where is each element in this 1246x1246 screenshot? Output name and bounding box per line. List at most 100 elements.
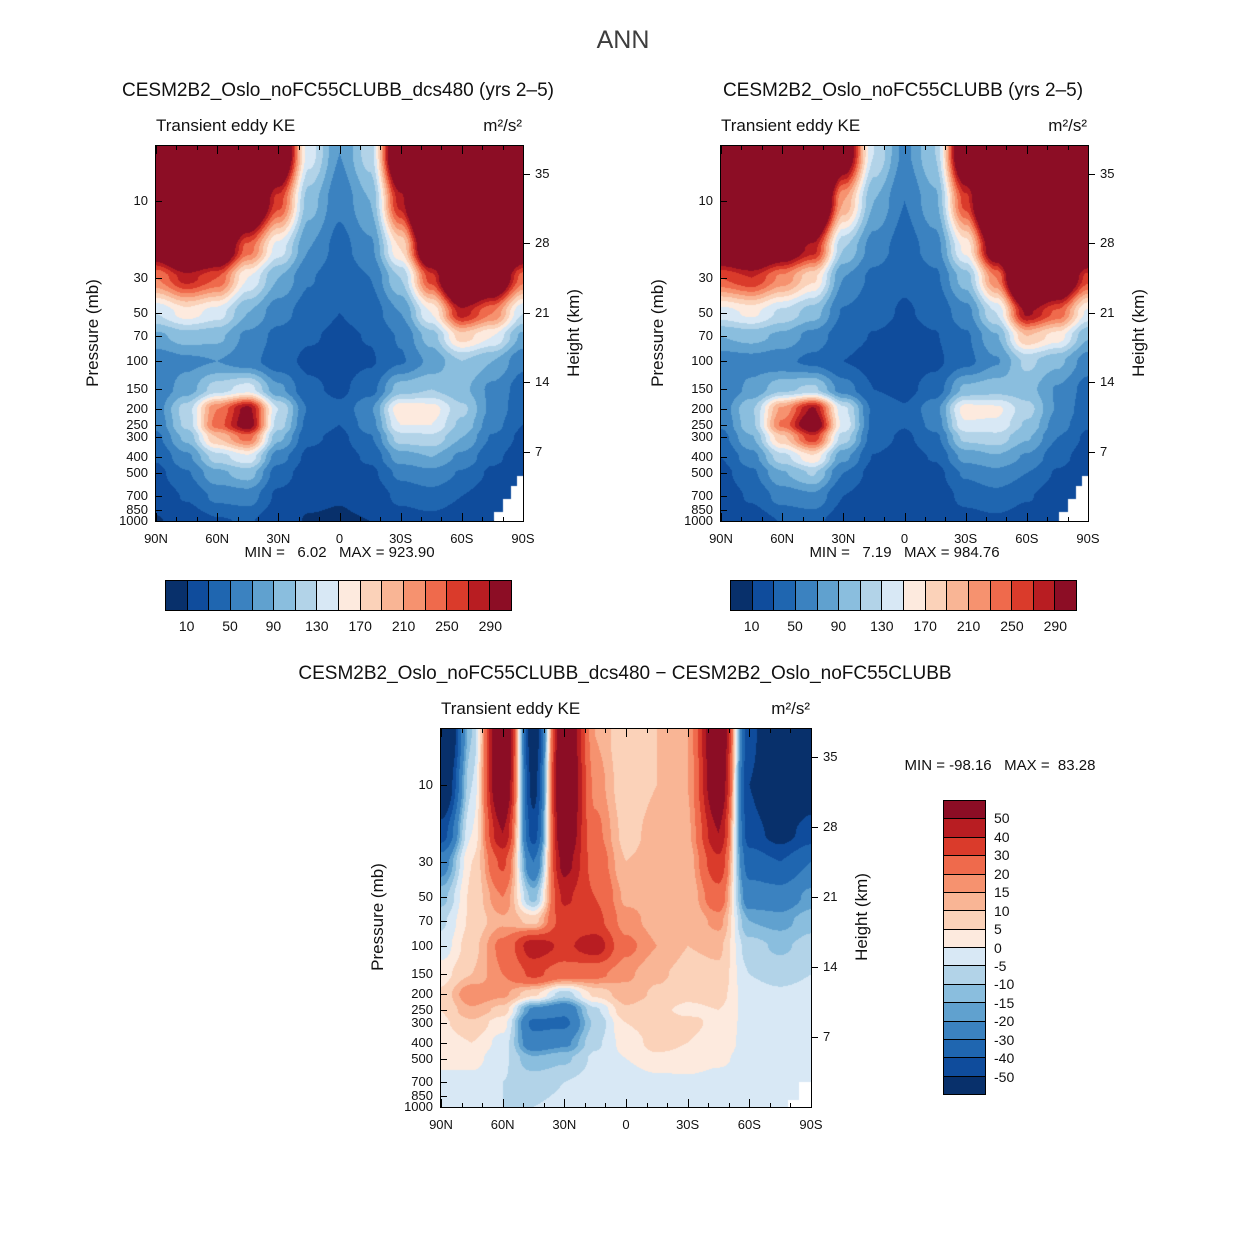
colorbar-label: 290 — [478, 618, 502, 634]
lat-tick — [237, 517, 239, 521]
pressure-tick — [156, 361, 162, 363]
minmax-stats-diff: MIN = -98.16 MAX = 83.28 — [904, 757, 1096, 774]
pressure-tick — [721, 472, 727, 474]
colorbar-cell — [731, 581, 753, 610]
panel-subtitle-row: Transient eddy KE m²/s² — [156, 116, 522, 136]
colorbar-label: 250 — [435, 618, 459, 634]
pressure-tick-label: 150 — [691, 381, 713, 397]
lat-tick — [400, 513, 402, 521]
colorbar-label: 50 — [994, 810, 1010, 827]
height-tick — [1089, 451, 1095, 453]
colorbar-cell — [252, 581, 275, 610]
lat-tick — [461, 513, 463, 521]
lat-tick — [605, 729, 607, 733]
height-tick-label: 14 — [823, 959, 838, 975]
lat-tick — [728, 1103, 730, 1107]
lat-tick-label: 30N — [552, 1117, 577, 1132]
lat-tick — [904, 513, 906, 521]
lat-tick — [1006, 146, 1008, 150]
panel-title-dcs480: CESM2B2_Oslo_noFC55CLUBB_dcs480 (yrs 2–5… — [122, 80, 554, 101]
lat-tick-label: 90S — [511, 531, 535, 546]
pressure-tick-label: 10 — [418, 776, 433, 792]
lat-tick — [884, 146, 886, 150]
pressure-tick — [441, 945, 447, 947]
colorbar-cell — [947, 581, 969, 610]
lat-tick — [257, 146, 259, 150]
colorbar-label: -20 — [994, 1013, 1015, 1030]
lat-tick — [502, 517, 504, 521]
colorbar-base — [730, 580, 1077, 611]
figure-title: ANN — [596, 26, 650, 54]
lat-tick — [822, 517, 824, 521]
lat-tick — [298, 146, 300, 150]
lat-tick — [626, 1099, 627, 1107]
pressure-tick — [721, 424, 727, 426]
height-tick — [1089, 312, 1095, 314]
colorbar-cell — [944, 984, 985, 1004]
colorbar-label: 20 — [994, 865, 1010, 882]
lat-tick — [721, 146, 722, 154]
colorbar-label: 170 — [348, 618, 372, 634]
pressure-tick — [156, 277, 162, 279]
colorbar-label: 50 — [787, 618, 803, 634]
lat-tick-label: 60S — [737, 1117, 761, 1132]
pressure-tick-label: 400 — [691, 449, 713, 465]
colorbar-cell — [944, 911, 985, 930]
colorbar-cell — [339, 581, 361, 610]
colorbar-cell — [166, 581, 188, 610]
pressure-tick — [441, 897, 447, 899]
lat-tick-label: 30N — [266, 531, 291, 546]
pressure-tick — [156, 472, 162, 474]
height-tick-label: 35 — [1100, 166, 1115, 181]
height-tick — [524, 312, 530, 314]
lat-tick-label: 90N — [144, 531, 168, 546]
lat-tick — [1067, 517, 1069, 521]
colorbar-cell — [230, 581, 253, 610]
lat-tick — [1047, 517, 1049, 521]
pressure-tick — [441, 1082, 447, 1084]
lat-tick — [278, 513, 280, 521]
height-tick-label: 28 — [823, 819, 838, 835]
panel-units: m²/s² — [483, 116, 522, 135]
lat-tick — [176, 146, 178, 150]
colorbar-cell — [490, 581, 511, 610]
colorbar-cell — [944, 1021, 985, 1040]
lat-tick — [965, 513, 967, 521]
height-axis-label: Height (km) — [852, 873, 871, 961]
colorbar-label: 210 — [956, 618, 981, 634]
lat-tick-label: 60S — [1015, 531, 1039, 546]
height-tick — [812, 757, 818, 759]
colorbar-cell — [317, 581, 339, 610]
height-axis-label: Height (km) — [564, 288, 583, 377]
pressure-tick-label: 70 — [133, 328, 148, 344]
lat-tick — [400, 146, 402, 154]
lat-tick — [1088, 513, 1089, 521]
lat-tick — [741, 146, 743, 150]
lat-tick — [421, 146, 423, 150]
panel-subtitle: Transient eddy KE — [721, 116, 861, 135]
pressure-tick — [156, 313, 162, 315]
lat-tick — [924, 146, 926, 150]
pressure-tick-label: 700 — [126, 488, 148, 504]
lat-tick-label: 30S — [954, 531, 978, 546]
pressure-tick — [156, 424, 162, 426]
colorbar-label: 15 — [994, 884, 1010, 901]
colorbar-cell — [382, 581, 404, 610]
lat-tick — [543, 729, 545, 733]
colorbar-label: 290 — [1043, 618, 1067, 634]
colorbar-cell — [944, 966, 985, 985]
lat-tick — [237, 146, 239, 150]
height-tick-label: 28 — [1100, 235, 1115, 251]
lat-tick — [769, 1103, 771, 1107]
minmax-stats-dcs480: MIN = 6.02 MAX = 923.90 — [244, 544, 435, 561]
lat-tick — [605, 1103, 607, 1107]
lat-tick — [502, 1099, 504, 1107]
pressure-tick-label: 850 — [411, 1087, 433, 1103]
lat-tick-label: 30S — [676, 1117, 700, 1132]
lat-tick-label: 60N — [490, 1117, 515, 1132]
contour-plot-diff — [440, 728, 812, 1108]
pressure-axis-label: Pressure (mb) — [648, 278, 667, 387]
lat-tick-label: 0 — [335, 531, 344, 546]
contour-field-canvas — [721, 146, 1088, 521]
lat-tick — [863, 146, 865, 150]
